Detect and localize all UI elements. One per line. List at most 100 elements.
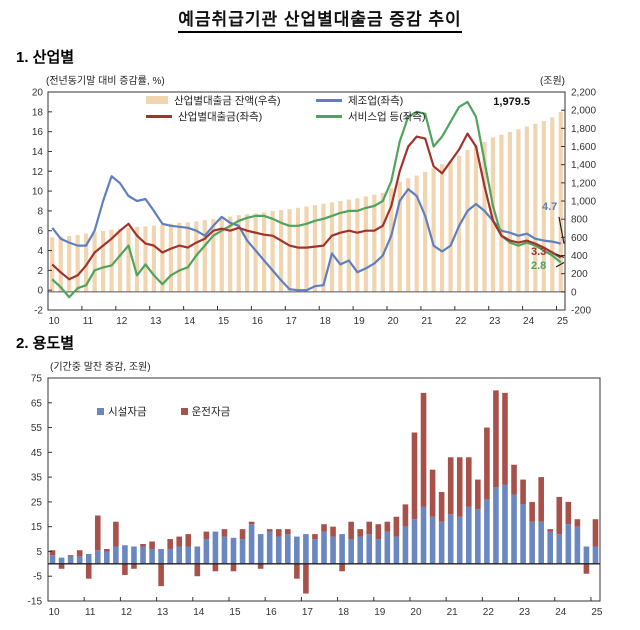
- svg-text:24: 24: [555, 607, 567, 618]
- svg-text:21: 21: [421, 316, 433, 327]
- total-line-swatch: [146, 114, 172, 118]
- legend-label-facility: 시설자금: [108, 405, 147, 418]
- svg-text:17: 17: [286, 316, 298, 327]
- svg-text:35: 35: [31, 473, 43, 484]
- svg-text:15: 15: [218, 316, 230, 327]
- services-end-value: 2.8: [531, 260, 547, 272]
- svg-text:20: 20: [32, 88, 44, 99]
- operating-bars: [49, 390, 599, 594]
- total-end-value: 3.3: [531, 246, 547, 258]
- mfg-line: [51, 175, 562, 292]
- svg-text:2,200: 2,200: [571, 88, 596, 99]
- svg-text:400: 400: [571, 251, 588, 262]
- balance-end-value: 1,979.5: [493, 96, 530, 108]
- svg-text:18: 18: [32, 107, 44, 118]
- chart2-border: [47, 377, 601, 602]
- legend-item-balance: 산업별대출금 잔액(우측): [146, 93, 316, 107]
- svg-text:10: 10: [48, 316, 60, 327]
- page-header: 예금취급기관 산업별대출금 증감 추이: [0, 5, 640, 33]
- svg-text:-15: -15: [28, 597, 43, 608]
- svg-text:12: 12: [121, 607, 133, 618]
- svg-text:1,000: 1,000: [571, 197, 596, 208]
- svg-text:2: 2: [37, 266, 43, 277]
- svg-text:25: 25: [557, 316, 569, 327]
- svg-text:18: 18: [338, 607, 350, 618]
- svg-text:1,400: 1,400: [571, 160, 596, 171]
- svg-text:16: 16: [252, 316, 264, 327]
- svg-text:23: 23: [489, 316, 501, 327]
- svg-text:16: 16: [266, 607, 278, 618]
- section1-heading: 1. 산업별: [16, 49, 75, 66]
- svg-text:8: 8: [37, 206, 43, 217]
- svg-text:55: 55: [31, 423, 43, 434]
- section2-heading: 2. 용도별: [16, 335, 75, 352]
- svg-text:1,800: 1,800: [571, 124, 596, 135]
- svg-text:17: 17: [302, 607, 314, 618]
- svg-text:14: 14: [193, 607, 205, 618]
- end-label-leaders: [555, 216, 565, 268]
- legend-item-services: 서비스업 등(좌측): [316, 109, 426, 123]
- svg-text:6: 6: [37, 226, 43, 237]
- svg-text:20: 20: [410, 607, 422, 618]
- svg-text:10: 10: [32, 187, 44, 198]
- svg-text:11: 11: [83, 316, 94, 327]
- svg-text:14: 14: [32, 147, 44, 158]
- svg-text:0: 0: [37, 286, 43, 297]
- svg-text:12: 12: [116, 316, 128, 327]
- services-line: [51, 100, 562, 299]
- svg-text:22: 22: [455, 316, 467, 327]
- svg-text:-2: -2: [34, 306, 43, 317]
- chart1-axis-ticks: 20181614121086420-22,2002,0001,8001,6001…: [32, 88, 597, 328]
- legend-label-services: 서비스업 등(좌측): [348, 110, 426, 123]
- svg-text:24: 24: [523, 316, 535, 327]
- svg-text:600: 600: [571, 233, 588, 244]
- mfg-line-swatch: [316, 98, 342, 102]
- svg-text:200: 200: [571, 269, 588, 280]
- svg-text:65: 65: [31, 398, 43, 409]
- svg-text:1,600: 1,600: [571, 142, 596, 153]
- svg-text:15: 15: [229, 607, 241, 618]
- chart2-legend: 시설자금 운전자금: [97, 404, 230, 418]
- chart2-plot: 75 65 55 45 35 25 15 5 -5 -15 10 11 12 13 14 15 16 17 18 19…: [28, 374, 603, 619]
- legend-item-operating: 운전자금: [180, 404, 231, 418]
- operating-swatch: [180, 407, 188, 415]
- svg-text:19: 19: [374, 607, 386, 618]
- legend-label-total: 산업별대출금(좌측): [178, 110, 263, 123]
- svg-text:16: 16: [32, 127, 44, 138]
- svg-text:0: 0: [571, 287, 577, 298]
- facility-swatch: [97, 407, 104, 415]
- page-title: 예금취급기관 산업별대출금 증감 추이: [178, 5, 462, 33]
- chart1-left-unit-label: (전년동기말 대비 증감률, %): [46, 76, 165, 87]
- svg-text:21: 21: [447, 607, 459, 618]
- balance-bars: [50, 112, 563, 292]
- chart1-right-unit-label: (조원): [539, 76, 565, 87]
- svg-text:13: 13: [150, 316, 162, 327]
- svg-text:800: 800: [571, 215, 588, 226]
- chart2-unit-label: (기간중 말잔 증감, 조원): [50, 362, 151, 373]
- legend-item-mfg: 제조업(좌측): [316, 93, 426, 107]
- total-line: [51, 132, 562, 281]
- svg-text:14: 14: [184, 316, 196, 327]
- svg-text:4: 4: [37, 246, 43, 257]
- svg-text:25: 25: [591, 607, 603, 618]
- svg-text:12: 12: [32, 167, 44, 178]
- svg-text:75: 75: [31, 374, 43, 385]
- chart1-plot: 20181614121086420-22,2002,0001,8001,6001…: [32, 88, 597, 328]
- svg-text:5: 5: [36, 547, 42, 558]
- legend-label-operating: 운전자금: [191, 405, 231, 418]
- svg-text:22: 22: [483, 607, 495, 618]
- svg-text:-5: -5: [33, 572, 42, 583]
- chart2-axis-ticks: 75 65 55 45 35 25 15 5 -5 -15 10 11 12 13 14 15 16 17 18 19…: [28, 374, 603, 619]
- svg-text:45: 45: [31, 448, 43, 459]
- svg-text:18: 18: [320, 316, 332, 327]
- legend-label-mfg: 제조업(좌측): [348, 94, 404, 107]
- legend-item-total: 산업별대출금(좌측): [146, 109, 316, 123]
- svg-text:23: 23: [519, 607, 531, 618]
- svg-text:25: 25: [31, 497, 43, 508]
- legend-item-facility: 시설자금: [97, 404, 147, 418]
- services-line-swatch: [316, 114, 342, 118]
- facility-bars: [49, 484, 599, 564]
- svg-text:1,200: 1,200: [571, 178, 596, 189]
- svg-text:11: 11: [85, 607, 96, 618]
